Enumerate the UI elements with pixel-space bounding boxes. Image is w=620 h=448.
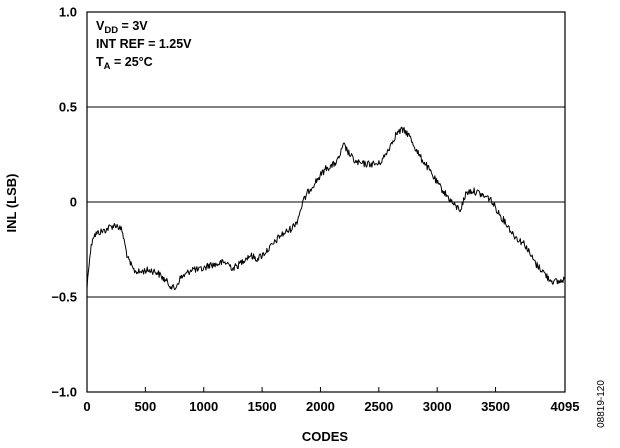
x-tick-label: 2500 [364, 399, 393, 414]
ta-main: T [96, 55, 104, 69]
y-axis-title: INL (LSB) [4, 174, 19, 233]
condition-vdd: VDD = 3V [96, 19, 148, 36]
x-axis-ticks: 0 500 1000 1500 2000 2500 3000 3500 4095 [83, 387, 579, 414]
x-tick-label: 1500 [248, 399, 277, 414]
x-tick-label: 3500 [481, 399, 510, 414]
y-tick-label: 0 [70, 195, 77, 210]
conditions-block: VDD = 3V INT REF = 1.25V TA = 25°C [96, 19, 192, 72]
condition-ta: TA = 25°C [96, 55, 153, 72]
x-axis-title: CODES [302, 429, 349, 444]
x-tick-label: 1000 [189, 399, 218, 414]
vdd-main: V [96, 19, 105, 33]
x-tick-label: 4095 [551, 399, 580, 414]
x-tick-label: 2000 [306, 399, 335, 414]
inl-series-line [86, 126, 565, 291]
figure-id: 08819-120 [596, 380, 607, 428]
x-tick-label: 3000 [423, 399, 452, 414]
y-tick-label: 1.0 [59, 5, 77, 20]
series-trace [86, 126, 565, 291]
vdd-value: = 3V [118, 19, 148, 33]
x-tick-label: 500 [135, 399, 157, 414]
y-tick-label: 0.5 [59, 100, 77, 115]
condition-int-ref: INT REF = 1.25V [96, 37, 192, 51]
y-axis-ticks: −1.0 −0.5 0 0.5 1.0 [51, 5, 92, 400]
gridlines [87, 106, 565, 298]
vdd-subscript: DD [104, 25, 118, 36]
x-tick-label: 0 [83, 399, 90, 414]
y-tick-label: −1.0 [51, 385, 77, 400]
ta-subscript: A [104, 61, 111, 72]
y-tick-label: −0.5 [51, 290, 77, 305]
ta-value: = 25°C [111, 55, 153, 69]
